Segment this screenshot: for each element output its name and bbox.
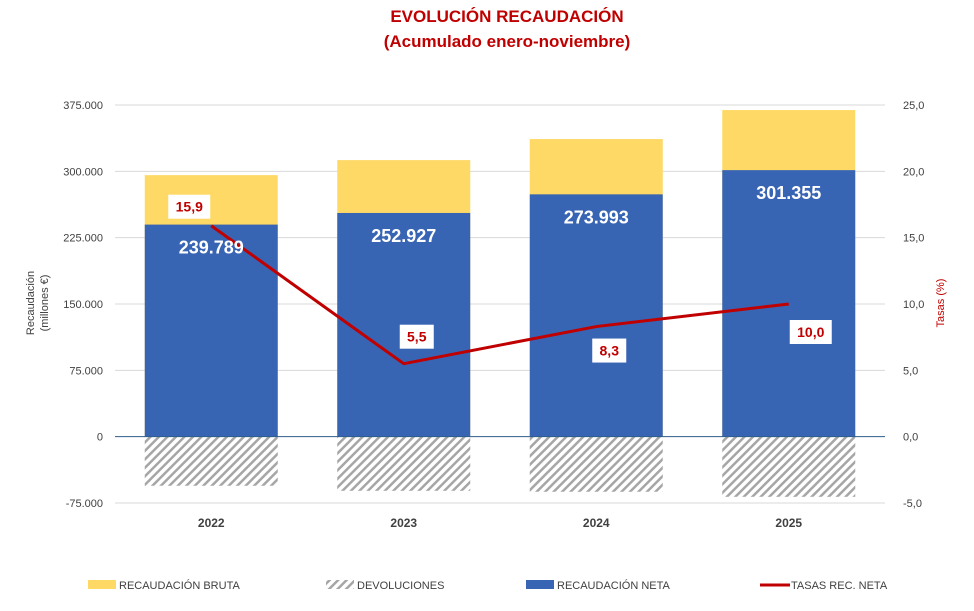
neta-data-label: 239.789	[179, 238, 244, 258]
rate-data-label: 8,3	[600, 343, 620, 359]
y-axis-title-line1: Recaudación	[25, 271, 37, 335]
rate-label-box	[168, 194, 211, 219]
neta-data-label: 301.355	[756, 183, 821, 203]
x-tick-label: 2022	[198, 516, 225, 530]
bars	[144, 110, 856, 497]
y-tick-label: 375.000	[63, 100, 103, 112]
legend-label-tasas: TASAS REC. NETA	[791, 580, 888, 592]
y-tick-label: 0	[97, 432, 103, 444]
rate-data-label: 15,9	[176, 199, 203, 215]
y-axis-title-line2: (millones €)	[39, 275, 51, 332]
neta-data-label: 273.993	[564, 207, 629, 227]
x-tick-label: 2024	[583, 516, 610, 530]
y-tick-label: 300.000	[63, 166, 103, 178]
y2-tick-label: 5,0	[903, 365, 918, 377]
rate-line-path	[210, 224, 789, 366]
neta-data-label: 252.927	[371, 226, 436, 246]
legend-label-devoluciones: DEVOLUCIONES	[357, 580, 444, 592]
rate-line	[210, 224, 789, 366]
x-tick-label: 2023	[390, 516, 417, 530]
bar-recaudacion-neta	[529, 194, 663, 437]
rate-label-box	[592, 338, 627, 363]
y-tick-label: 225.000	[63, 233, 103, 245]
legend-swatch-devoluciones	[326, 580, 354, 589]
bar-devoluciones	[337, 436, 471, 491]
legend-swatch-bruta	[88, 580, 116, 589]
y-axis-title: Recaudación (millones €)	[25, 271, 51, 335]
bar-recaudacion-neta	[144, 224, 278, 437]
y2-tick-label: 0,0	[903, 432, 918, 444]
y2-tick-label: 25,0	[903, 100, 924, 112]
y2-tick-label: -5,0	[903, 498, 922, 510]
rate-data-label: 5,5	[407, 329, 427, 345]
rate-label-box	[399, 324, 434, 349]
y-tick-label: 150.000	[63, 299, 103, 311]
x-tick-label: 2025	[775, 516, 802, 530]
y2-tick-label: 20,0	[903, 166, 924, 178]
bar-devoluciones	[529, 436, 663, 492]
axes: -75.000 0 75.000 150.000 225.000 300.000 375.0…	[63, 100, 924, 530]
chart-subtitle: (Acumulado enero-noviembre)	[384, 32, 631, 51]
chart-title: EVOLUCIÓN RECAUDACIÓN	[390, 7, 623, 26]
rate-label-box	[789, 320, 832, 344]
bar-recaudacion-neta	[722, 170, 856, 437]
bar-devoluciones	[722, 436, 856, 497]
y2-tick-label: 15,0	[903, 233, 924, 245]
legend-label-bruta: RECAUDACIÓN BRUTA	[119, 579, 240, 592]
legend-swatch-neta	[526, 580, 554, 589]
legend-label-neta: RECAUDACIÓN NETA	[557, 579, 671, 592]
rate-data-label: 10,0	[797, 324, 824, 340]
y2-axis-title: Tasas (%)	[935, 279, 947, 328]
data-labels: 239.789 252.927 273.993 301.355 15,9 5,5 8,3 10…	[168, 183, 832, 363]
y2-tick-label: 10,0	[903, 299, 924, 311]
y-tick-label: 75.000	[69, 365, 103, 377]
legend: RECAUDACIÓN BRUTA DEVOLUCIONES RECAUDACIÓN…	[88, 579, 888, 592]
y-tick-label: -75.000	[66, 498, 103, 510]
bar-devoluciones	[144, 436, 278, 486]
